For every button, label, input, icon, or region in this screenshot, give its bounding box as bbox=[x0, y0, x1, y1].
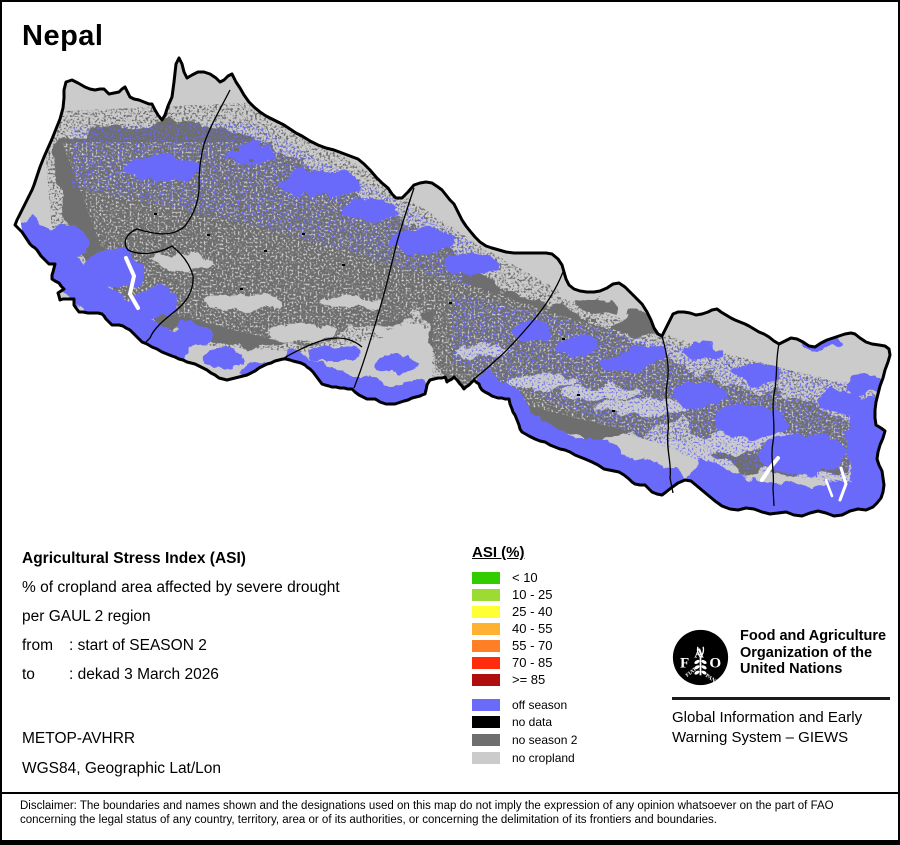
fao-logo-letter-a: A bbox=[694, 646, 704, 661]
legend-swatch bbox=[472, 639, 500, 652]
legend-row: no cropland bbox=[472, 749, 577, 767]
legend-label: no season 2 bbox=[512, 732, 578, 747]
legend-row: no season 2 bbox=[472, 731, 577, 749]
legend-swatch bbox=[472, 698, 500, 711]
projection-name: WGS84, Geographic Lat/Lon bbox=[22, 759, 222, 777]
fao-logo-letter-f: F bbox=[680, 655, 689, 671]
legend-row: off season bbox=[472, 696, 577, 714]
sensor-block: METOP-AVHRR WGS84, Geographic Lat/Lon bbox=[22, 731, 221, 790]
disclaimer-line2: concerning the legal status of any count… bbox=[20, 813, 717, 826]
asi-description-line2: per GAUL 2 region bbox=[22, 608, 151, 625]
legend-label: 40 - 55 bbox=[512, 621, 553, 636]
legend-row: 25 - 40 bbox=[472, 603, 552, 620]
legend-label: off season bbox=[512, 697, 568, 712]
footer-divider bbox=[2, 792, 898, 794]
asi-heading: Agricultural Stress Index (ASI) bbox=[22, 550, 246, 567]
legend-label: 70 - 85 bbox=[512, 655, 553, 670]
from-value: : start of SEASON 2 bbox=[69, 637, 207, 654]
wheat-ear-icon bbox=[694, 646, 707, 676]
legend-row: 40 - 55 bbox=[472, 620, 552, 637]
legend-swatch bbox=[472, 716, 500, 729]
district-boundaries bbox=[124, 89, 780, 507]
page-title: Nepal bbox=[22, 20, 104, 52]
legend-swatch bbox=[472, 673, 500, 686]
nepal-asi-map bbox=[13, 56, 892, 518]
map-no-data-specks bbox=[154, 213, 615, 412]
legend-label: 10 - 25 bbox=[512, 587, 553, 602]
map-off-season-speckle bbox=[72, 122, 890, 492]
status-legend: off season no data no season 2 no cropland bbox=[472, 696, 577, 766]
period-from: from : start of SEASON 2 bbox=[22, 638, 340, 654]
giews-name: Global Information and Early Warning Sys… bbox=[672, 708, 862, 748]
asi-legend-rows: < 10 10 - 25 25 - 40 40 - 55 55 - 70 70 - 85 >… bbox=[472, 569, 552, 688]
legend-row: no data bbox=[472, 714, 577, 732]
fao-org-line3: United Nations bbox=[740, 661, 843, 677]
fao-org-line1: Food and Agriculture bbox=[740, 628, 887, 644]
legend-row: 55 - 70 bbox=[472, 637, 552, 654]
legend-label: < 10 bbox=[512, 570, 538, 585]
period-to: to : dekad 3 March 2026 bbox=[22, 667, 340, 683]
sensor-name: METOP-AVHRR bbox=[22, 730, 136, 747]
legend-label: no cropland bbox=[512, 750, 575, 765]
legend-label: 25 - 40 bbox=[512, 604, 553, 619]
to-label: to bbox=[22, 666, 35, 683]
legend-swatch bbox=[472, 656, 500, 669]
fao-logo: F A O FIAT PANIS bbox=[672, 629, 729, 686]
fao-logo-letter-o: O bbox=[709, 655, 721, 671]
fao-org-line2: Organization of the bbox=[740, 644, 873, 661]
legend-label: >= 85 bbox=[512, 672, 546, 687]
map-gray-specks bbox=[220, 148, 617, 334]
legend-label: no data bbox=[512, 715, 553, 730]
legend-label: 55 - 70 bbox=[512, 638, 553, 653]
legend-swatch bbox=[472, 622, 500, 635]
legend-swatch bbox=[472, 733, 500, 746]
legend-swatch bbox=[472, 588, 500, 601]
to-value: : dekad 3 March 2026 bbox=[69, 666, 219, 683]
legend-row: >= 85 bbox=[472, 671, 552, 688]
legend-swatch bbox=[472, 571, 500, 584]
fao-org-name: Food and Agriculture Organization of the… bbox=[740, 628, 886, 678]
disclaimer-line1: Disclaimer: The boundaries and names sho… bbox=[20, 800, 834, 812]
legend-swatch bbox=[472, 605, 500, 618]
giews-line2: Warning System – GIEWS bbox=[672, 729, 849, 746]
map-info-block: Agricultural Stress Index (ASI) % of cro… bbox=[22, 551, 340, 696]
asi-description-line1: % of cropland area affected by severe dr… bbox=[22, 579, 340, 596]
asi-legend-title: ASI (%) bbox=[472, 544, 525, 561]
legend-row: 10 - 25 bbox=[472, 586, 552, 603]
from-label: from bbox=[22, 637, 53, 654]
legend-row: < 10 bbox=[472, 569, 552, 586]
legend-swatch bbox=[472, 751, 500, 764]
fao-divider bbox=[672, 697, 890, 700]
legend-row: 70 - 85 bbox=[472, 654, 552, 671]
giews-line1: Global Information and Early bbox=[672, 709, 863, 726]
disclaimer: Disclaimer: The boundaries and names sho… bbox=[20, 800, 888, 828]
status-legend-rows: off season no data no season 2 no cropland bbox=[472, 696, 577, 766]
asi-legend: ASI (%) < 10 10 - 25 25 - 40 40 - 55 55 - 70… bbox=[472, 544, 552, 688]
